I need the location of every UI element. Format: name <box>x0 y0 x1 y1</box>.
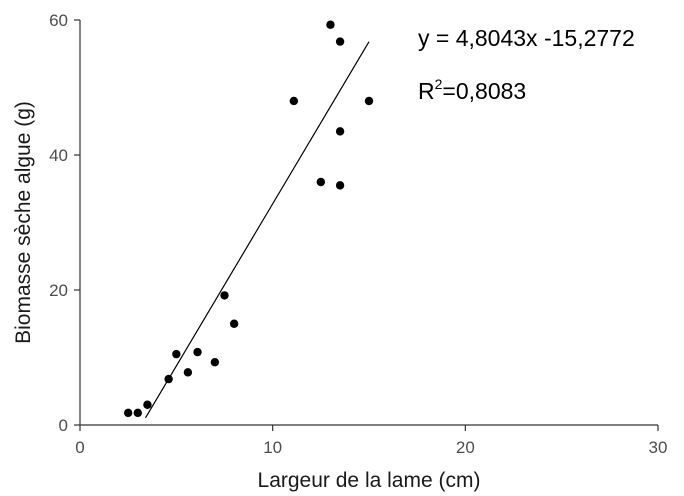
data-point <box>316 177 326 187</box>
x-tick-label: 20 <box>456 438 475 457</box>
data-point <box>133 408 142 418</box>
data-point <box>143 400 152 409</box>
x-tick-label: 30 <box>649 438 668 457</box>
data-point <box>193 347 202 357</box>
data-point <box>335 127 345 136</box>
axes <box>79 20 658 426</box>
r-squared-value: =0,8083 <box>442 78 526 104</box>
regression-line <box>144 41 370 419</box>
data-point <box>326 20 335 29</box>
regression-line-group <box>144 41 370 419</box>
data-point <box>289 96 299 106</box>
y-axis-title: Biomasse sèche algue (g) <box>12 101 35 344</box>
y-axis-ticks: 0 20 40 60 <box>49 11 80 435</box>
x-axis-ticks: 0 10 20 30 <box>75 425 667 457</box>
r-squared-annotation: R2=0,8083 <box>418 76 526 104</box>
y-tick-label: 40 <box>49 146 68 165</box>
data-point <box>123 408 133 418</box>
y-tick-label: 20 <box>49 281 68 300</box>
y-tick-label: 0 <box>59 416 68 435</box>
x-tick-label: 10 <box>263 438 282 457</box>
data-point <box>183 368 193 377</box>
data-point <box>335 37 345 46</box>
data-point <box>164 374 173 384</box>
data-point <box>220 291 229 300</box>
data-point <box>364 96 374 106</box>
data-points <box>123 20 374 418</box>
data-point <box>229 319 239 328</box>
data-point <box>210 358 220 367</box>
r-squared-exponent: 2 <box>435 76 443 92</box>
y-tick-label: 60 <box>49 11 68 30</box>
x-tick-label: 0 <box>75 438 84 457</box>
x-axis-title: Largeur de la lame (cm) <box>258 469 481 492</box>
data-point <box>172 349 181 359</box>
data-point <box>335 181 345 190</box>
regression-equation: y = 4,8043x -15,2772 <box>418 25 635 51</box>
r-squared-prefix: R <box>418 78 435 104</box>
